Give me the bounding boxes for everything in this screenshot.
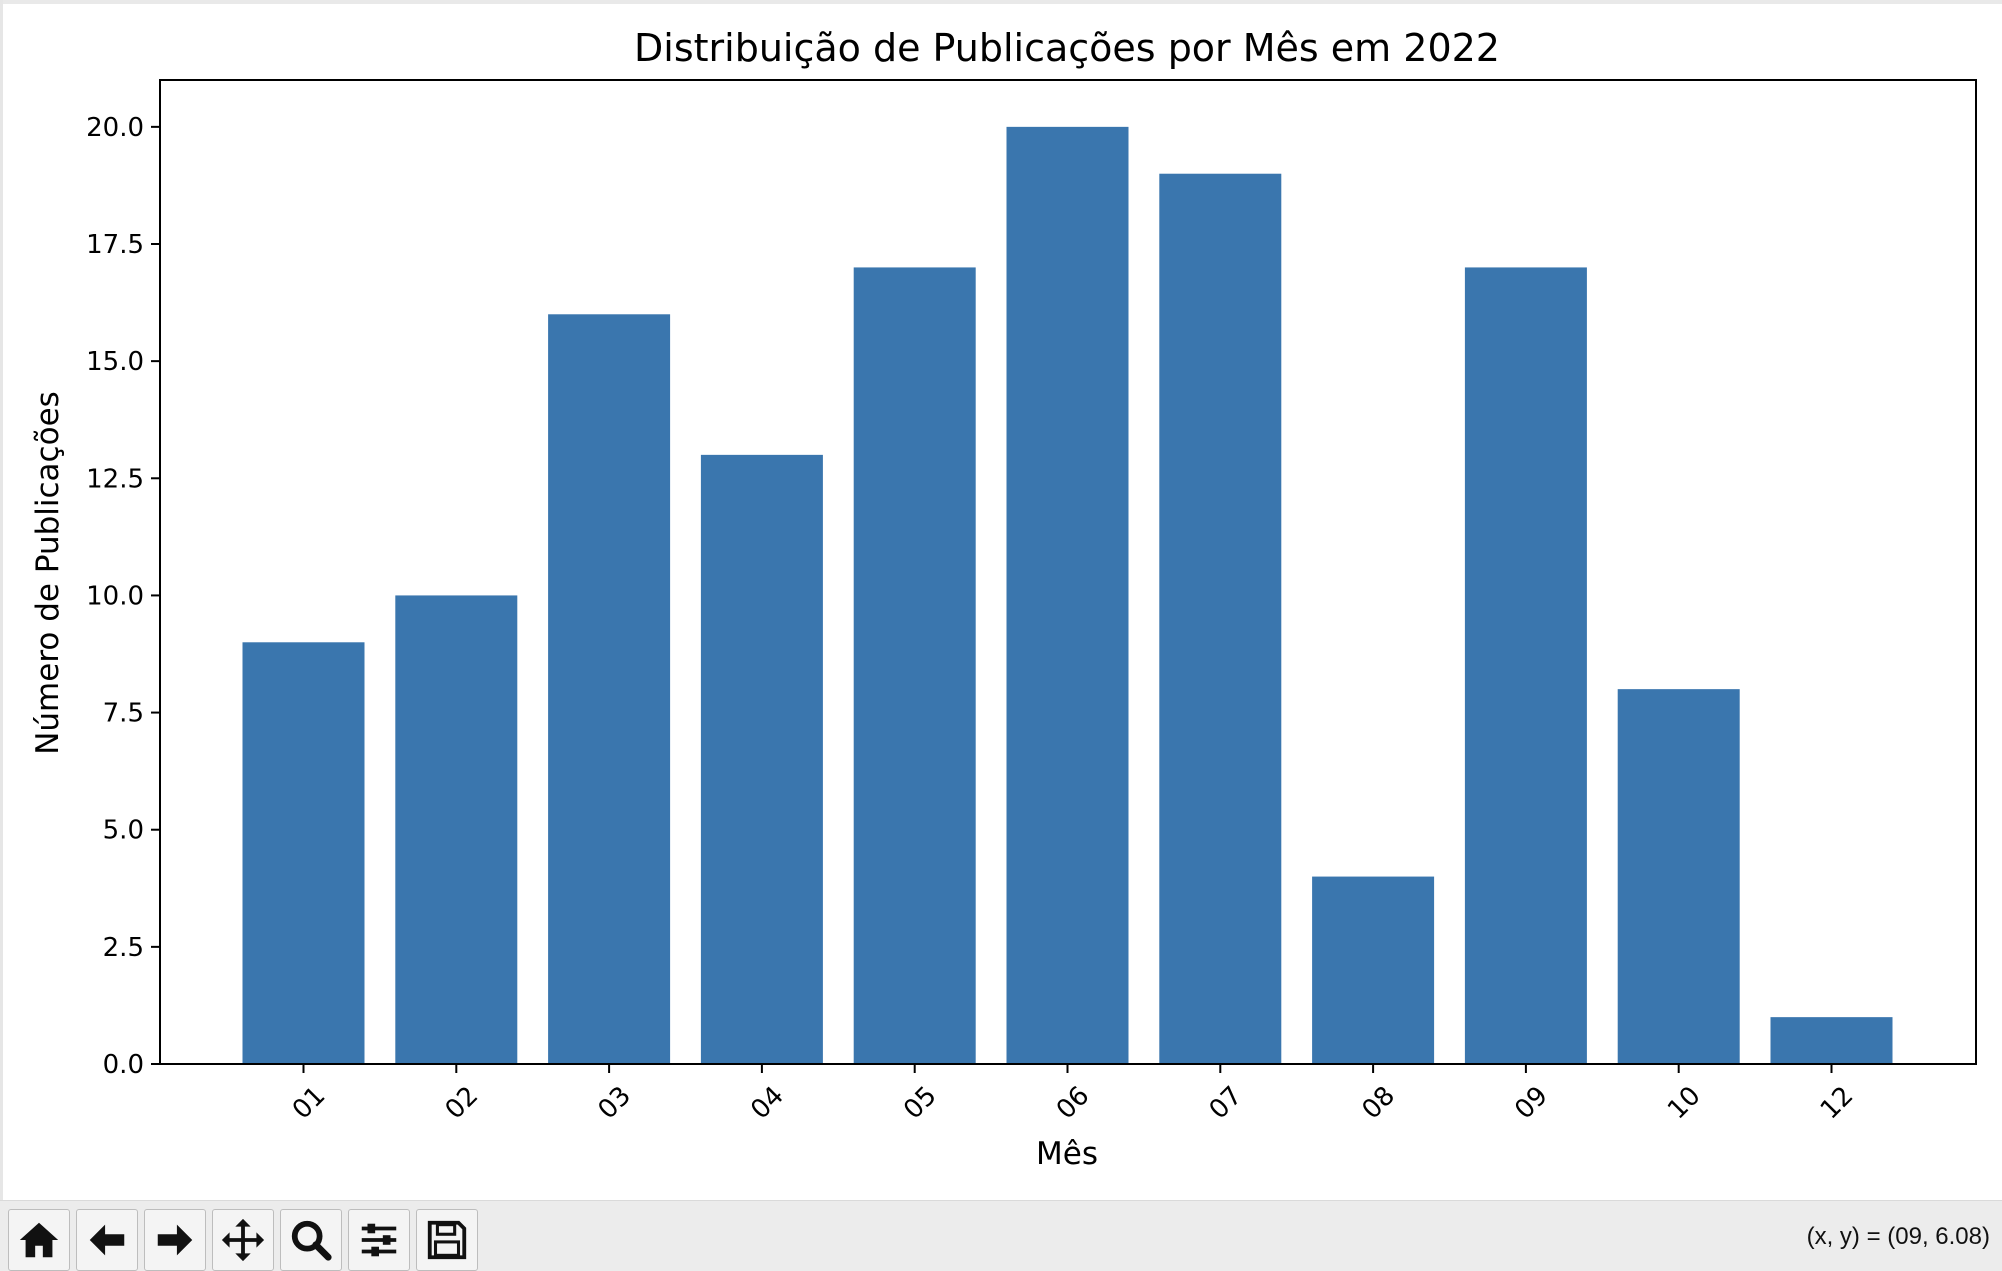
- home-icon: [19, 1222, 59, 1258]
- back-icon: [89, 1224, 125, 1256]
- bar-05: [853, 267, 976, 1064]
- save-icon: [427, 1220, 467, 1260]
- x-tick-label: 09: [1509, 1081, 1554, 1126]
- home-button[interactable]: [8, 1209, 70, 1271]
- navigation-toolbar: (x, y) = (09, 6.08): [0, 1200, 2002, 1271]
- y-tick-label: 10.0: [86, 581, 144, 611]
- bar-01: [242, 642, 365, 1064]
- x-tick-label: 03: [592, 1081, 637, 1126]
- y-tick-label: 0.0: [103, 1050, 144, 1080]
- axes: 01 02 03 04 05 06 07 08 09 10 12 0.0 2.5 5.0 7.5 10.0 12…: [86, 79, 1977, 1126]
- x-tick-label: 08: [1356, 1081, 1401, 1126]
- bar-chart[interactable]: Distribuição de Publicações por Mês em 2…: [0, 0, 2002, 1200]
- bar-07: [1159, 173, 1282, 1064]
- back-button[interactable]: [76, 1209, 138, 1271]
- y-tick-label: 5.0: [103, 816, 144, 846]
- x-axis-label: Mês: [1036, 1136, 1098, 1172]
- bar-09: [1464, 267, 1587, 1064]
- forward-button[interactable]: [144, 1209, 206, 1271]
- window-top-border: [0, 0, 2002, 4]
- y-tick-label: 2.5: [103, 933, 144, 963]
- y-tick-label: 7.5: [103, 699, 144, 729]
- y-tick-label: 17.5: [86, 230, 144, 260]
- x-tick-label: 01: [287, 1081, 332, 1126]
- x-tick-label: 02: [440, 1081, 485, 1126]
- x-tick-label: 07: [1204, 1081, 1249, 1126]
- x-tick-label: 05: [898, 1081, 943, 1126]
- pan-icon: [221, 1218, 265, 1262]
- window-left-border: [0, 0, 3, 1200]
- figure-canvas[interactable]: Distribuição de Publicações por Mês em 2…: [0, 0, 2002, 1200]
- configure-subplots-icon: [361, 1223, 397, 1257]
- axes-frame: [159, 79, 1977, 1065]
- bar-02: [395, 595, 518, 1064]
- x-tick-label: 06: [1051, 1081, 1096, 1126]
- x-tick-label: 10: [1662, 1081, 1707, 1126]
- save-button[interactable]: [416, 1209, 478, 1271]
- bar-04: [700, 454, 823, 1064]
- bar-06: [1006, 126, 1129, 1065]
- bar-12: [1770, 1017, 1893, 1064]
- forward-icon: [157, 1224, 193, 1256]
- zoom-icon: [291, 1220, 332, 1261]
- zoom-button[interactable]: [280, 1209, 342, 1271]
- coordinate-readout: (x, y) = (09, 6.08): [1806, 1223, 1990, 1250]
- y-tick-label: 15.0: [86, 347, 144, 377]
- bar-08: [1312, 876, 1435, 1064]
- pan-button[interactable]: [212, 1209, 274, 1271]
- y-axis-label: Número de Publicações: [30, 391, 66, 755]
- x-tick-label: 12: [1815, 1081, 1860, 1126]
- bar-10: [1617, 689, 1740, 1064]
- configure-subplots-button[interactable]: [348, 1209, 410, 1271]
- y-tick-label: 12.5: [86, 464, 144, 494]
- chart-title: Distribuição de Publicações por Mês em 2…: [634, 26, 1500, 70]
- bar-03: [548, 314, 671, 1064]
- y-tick-label: 20.0: [86, 113, 144, 143]
- x-tick-label: 04: [745, 1081, 790, 1126]
